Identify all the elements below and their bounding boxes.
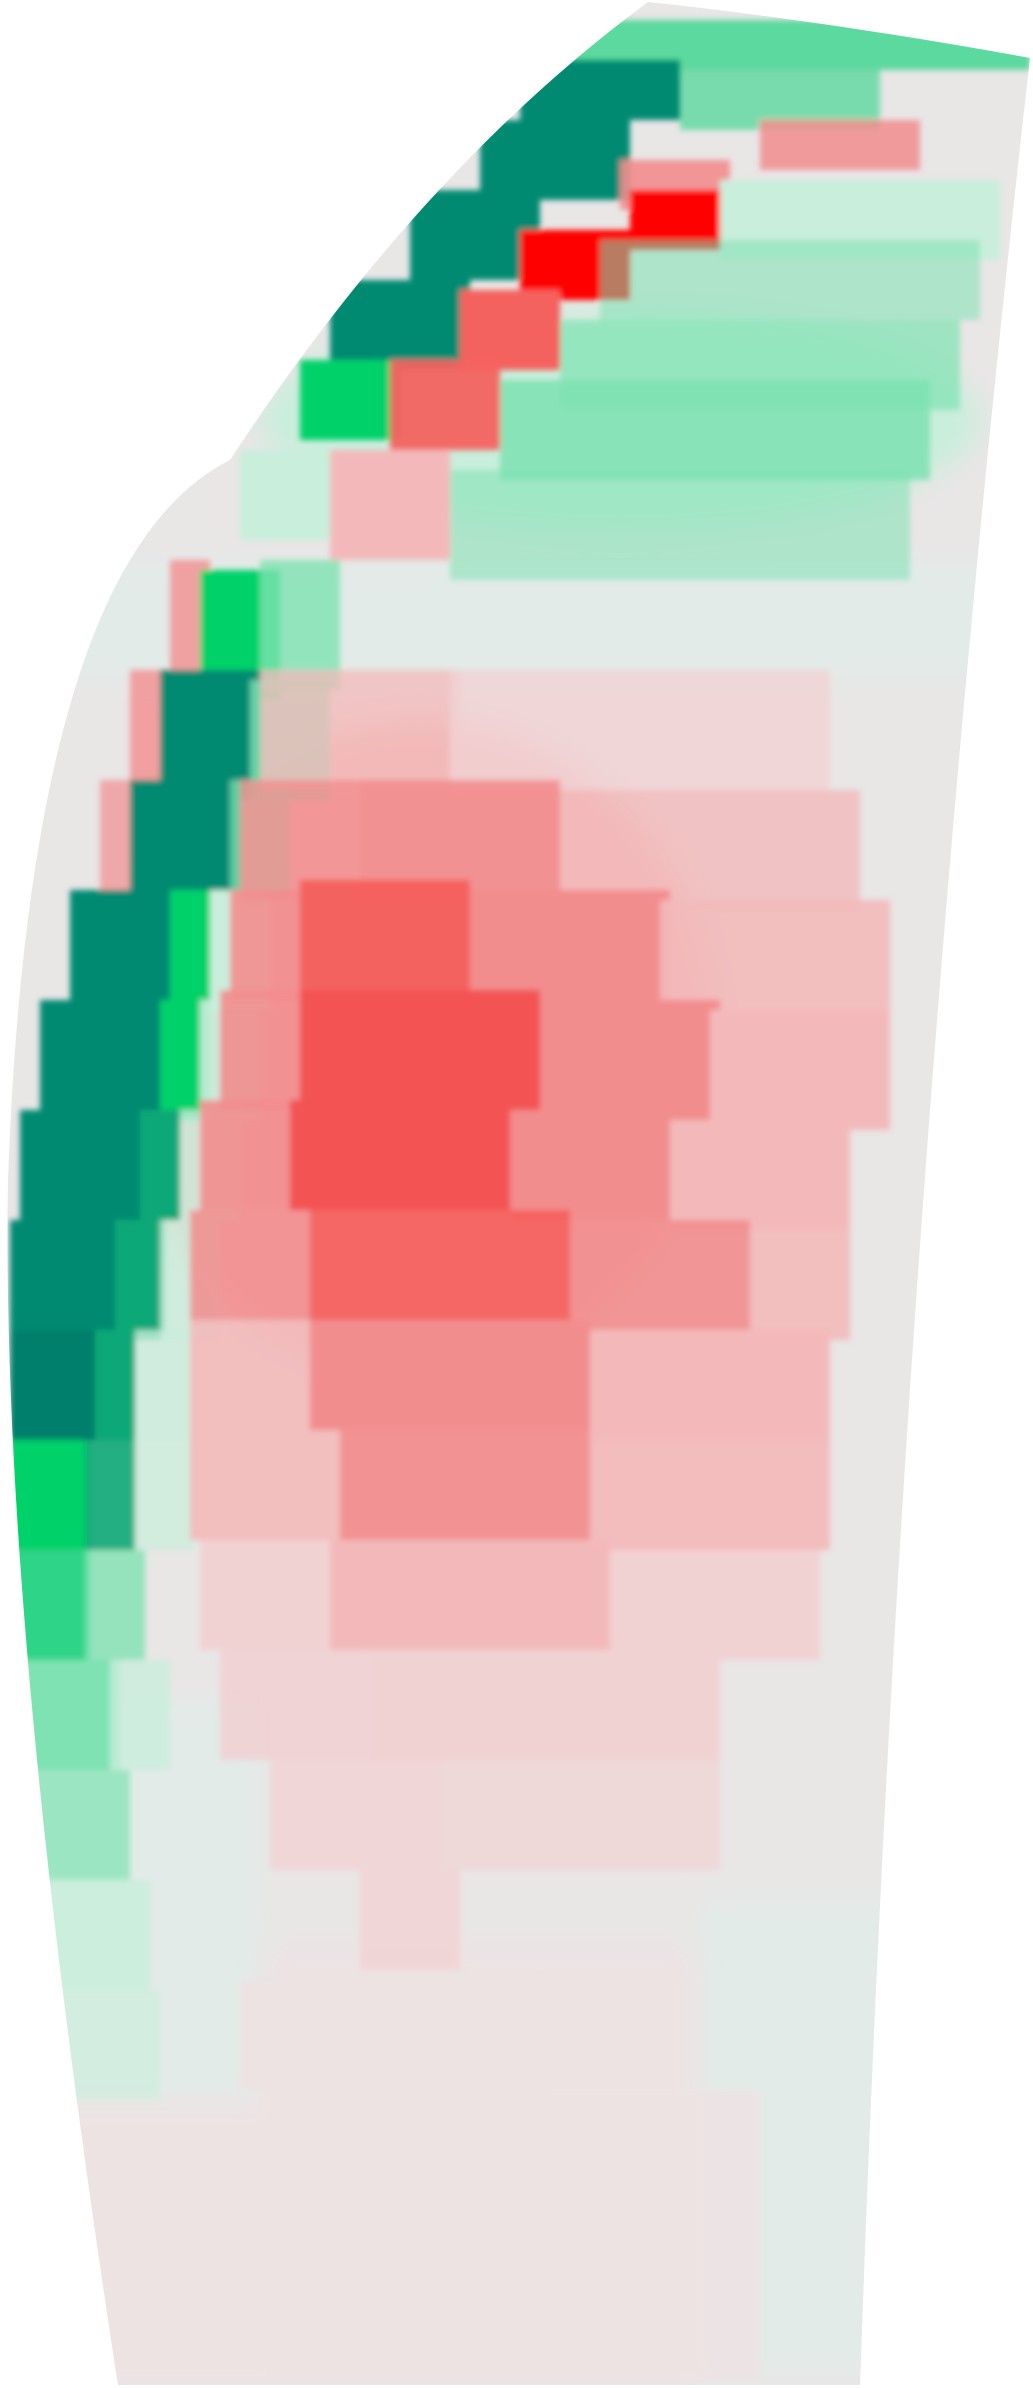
heat-cell — [160, 670, 260, 800]
heat-cell — [360, 1870, 460, 1970]
heat-cell — [600, 240, 980, 320]
heat-cell — [260, 670, 460, 790]
heat-cell — [85, 1440, 135, 1550]
heat-cell — [135, 1440, 195, 1550]
heat-cell — [190, 1210, 310, 1320]
heat-cell — [590, 1330, 830, 1440]
heat-cell — [300, 990, 540, 1110]
heat-cell — [220, 990, 300, 1110]
heat-cell — [230, 890, 310, 1000]
heat-cell — [135, 1330, 195, 1440]
heat-cell — [200, 1100, 290, 1210]
heat-cell — [110, 1660, 170, 1770]
heat-cell — [460, 290, 560, 370]
heat-cell — [10, 1550, 90, 1660]
heat-cell — [10, 1330, 100, 1440]
heat-cell — [95, 1330, 135, 1440]
heat-cell — [670, 1120, 850, 1230]
heat-cell — [260, 2090, 760, 2380]
heat-cell — [20, 1770, 130, 1880]
heat-cell — [115, 1220, 165, 1340]
heat-cell — [310, 1210, 570, 1320]
heat-cell — [500, 380, 930, 480]
heat-cell — [270, 1760, 440, 1870]
heat-cell — [190, 1320, 310, 1430]
heat-cell — [710, 1010, 890, 1130]
heat-cell — [10, 1440, 90, 1550]
heat-cell — [130, 780, 240, 900]
heat-cell — [190, 1430, 340, 1540]
heat-cell — [290, 1100, 510, 1210]
heat-cell — [510, 1110, 670, 1220]
heat-cell — [660, 900, 890, 1010]
heat-cell — [300, 880, 470, 990]
heat-cell — [440, 1760, 720, 1870]
heat-cell — [750, 1230, 850, 1340]
heat-cell — [240, 1980, 540, 2090]
heat-cell — [540, 1000, 720, 1120]
heat-cell — [20, 1110, 150, 1220]
heat-cell — [70, 890, 180, 1010]
heat-cell — [610, 1550, 820, 1660]
heat-cell — [300, 360, 400, 440]
heat-cell — [330, 450, 450, 560]
heat-cell — [330, 280, 470, 370]
heat-cell — [450, 470, 910, 580]
heat-cell — [220, 1650, 370, 1760]
heat-cell — [760, 120, 920, 170]
heat-cell — [10, 1220, 120, 1340]
heat-cell — [590, 1440, 830, 1550]
heat-cell — [390, 360, 500, 450]
heat-cell — [85, 1550, 145, 1660]
heat-cell — [140, 1110, 180, 1220]
heat-cell — [200, 1540, 330, 1650]
heat-cell — [470, 890, 670, 1000]
heat-cell — [570, 1220, 750, 1330]
heat-cell — [520, 60, 680, 120]
heat-cell — [450, 670, 830, 790]
heat-cell — [10, 1660, 120, 1770]
heat-cell — [40, 1000, 170, 1120]
heat-cell — [340, 1430, 590, 1540]
heat-cell — [310, 1320, 590, 1430]
heat-cell — [50, 1990, 160, 2100]
heat-cell — [30, 1880, 150, 1990]
heat-cell — [480, 120, 630, 200]
heat-cell — [330, 1540, 610, 1650]
heat-cell — [410, 190, 540, 280]
heat-cell — [370, 1650, 720, 1760]
heat-cell — [240, 450, 330, 540]
heat-cell — [260, 560, 340, 690]
